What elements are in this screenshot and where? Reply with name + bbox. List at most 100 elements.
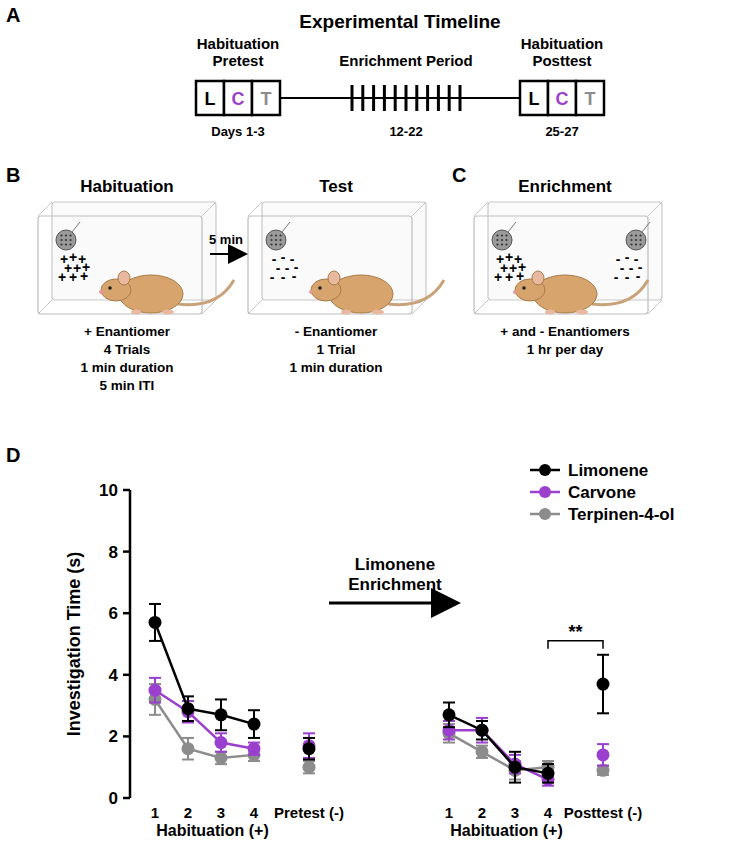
error-cap	[303, 759, 315, 761]
error-cap	[215, 729, 227, 731]
cage: ---------	[248, 202, 444, 315]
figure: AExperimental TimelineHabituationPretest…	[0, 0, 736, 842]
data-point	[303, 761, 316, 774]
odor-symbol: -	[629, 260, 634, 276]
cage-edge	[202, 202, 216, 216]
odor-ball-hole	[60, 239, 62, 241]
panel-title: Experimental Timeline	[299, 11, 500, 32]
data-point	[476, 724, 489, 737]
odor-ball-wire	[282, 222, 290, 232]
stage-box	[196, 81, 224, 115]
odor-symbol: +	[58, 269, 66, 285]
mouse-tail	[592, 280, 648, 305]
stage-box	[548, 81, 576, 115]
x-tick-label: 4	[250, 804, 259, 821]
x-group-label: Habituation (+)	[156, 822, 268, 839]
cage-edge	[248, 202, 262, 216]
stage-box-label: C	[556, 89, 569, 109]
error-cap	[509, 782, 521, 784]
x-tick-label: 3	[511, 804, 519, 821]
step-detail: + Enantiomer	[84, 324, 171, 339]
legend-label: Terpinen-4-ol	[568, 505, 674, 524]
odor-symbol: +	[80, 268, 88, 284]
odor-symbol: +	[494, 269, 502, 285]
odor-ball-hole	[496, 234, 498, 236]
series-line	[155, 622, 254, 724]
error-cap	[149, 714, 161, 716]
data-point	[149, 684, 162, 697]
stage-box-label: C	[232, 89, 245, 109]
y-tick-label: 0	[109, 789, 118, 808]
odor-ball-hole	[630, 234, 632, 236]
stage-days: Days 1-3	[211, 124, 264, 139]
step-title: Test	[319, 177, 353, 196]
cage-front	[248, 216, 412, 314]
odor-symbol: -	[614, 269, 619, 285]
error-cap	[476, 742, 488, 744]
stage-title: Pretest	[213, 52, 264, 69]
data-point	[182, 742, 195, 755]
data-point	[248, 742, 261, 755]
cage-edge	[38, 300, 52, 314]
x-tick-label: 1	[151, 804, 159, 821]
step-detail: + and - Enantiomers	[500, 324, 629, 339]
error-cap	[476, 720, 488, 722]
mouse-eye	[318, 286, 322, 290]
odor-ball-hole	[505, 239, 507, 241]
odor-symbol: -	[281, 269, 286, 285]
step-detail: 1 min duration	[80, 360, 173, 375]
odor-ball-hole	[630, 243, 632, 245]
y-tick	[123, 612, 130, 615]
odor-ball-hole	[270, 243, 272, 245]
error-cap	[509, 751, 521, 753]
step-arrow	[210, 253, 244, 255]
step-detail: 1 Trial	[316, 342, 355, 357]
enrichment-day-tick	[351, 85, 354, 111]
odor-ball	[626, 230, 646, 250]
enrichment-day-tick	[437, 85, 440, 111]
legend-label: Carvone	[568, 483, 636, 502]
odor-ball-hole	[639, 239, 641, 241]
odor-ball-hole	[279, 234, 281, 236]
odor-symbol: +	[505, 269, 513, 285]
y-tick-label: 10	[99, 481, 118, 500]
error-cap	[597, 765, 609, 767]
error-cap	[149, 702, 161, 704]
odor-symbol: -	[270, 269, 275, 285]
mouse-paw	[162, 310, 174, 315]
significance-label: **	[568, 622, 582, 642]
mouse-nose	[513, 290, 517, 294]
odor-ball-hole	[635, 243, 637, 245]
odor-ball-hole	[69, 239, 71, 241]
x-tick-label: 2	[184, 804, 192, 821]
mouse-eye	[522, 286, 526, 290]
odor-ball	[492, 230, 512, 250]
error-cap	[248, 709, 260, 711]
mouse-tail	[388, 280, 444, 305]
odor-symbol: -	[636, 268, 641, 284]
data-point	[597, 748, 610, 761]
cage: +++++++++	[38, 202, 234, 315]
x-tick-label: Posttest (-)	[564, 804, 642, 821]
y-tick-label: 6	[109, 604, 118, 623]
annotation-arrow	[329, 602, 455, 605]
cage-edge	[474, 300, 488, 314]
stage-box-label: T	[261, 89, 272, 109]
cage-edge	[248, 300, 262, 314]
error-cap	[215, 751, 227, 753]
y-tick	[123, 550, 130, 553]
enrichment-day-tick	[405, 85, 408, 111]
data-point	[597, 678, 610, 691]
odor-symbol: -	[292, 268, 297, 284]
error-cap	[443, 738, 455, 740]
enrichment-day-tick	[372, 85, 375, 111]
mouse-tail	[178, 280, 234, 305]
step-detail: - Enantiomer	[295, 324, 378, 339]
mouse-paw	[372, 310, 384, 315]
error-cap	[542, 782, 554, 784]
odor-symbol: -	[625, 269, 630, 285]
panel-label: D	[6, 444, 20, 466]
panel-label: C	[452, 164, 466, 186]
panel-label: B	[6, 164, 20, 186]
error-cap	[149, 603, 161, 605]
